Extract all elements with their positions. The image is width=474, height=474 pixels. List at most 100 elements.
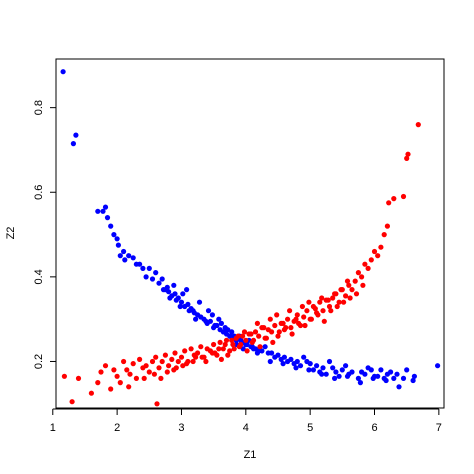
point-series-1	[121, 248, 127, 255]
point-series-1	[362, 371, 368, 377]
point-series-2	[220, 346, 226, 352]
point-series-2	[381, 232, 387, 238]
point-series-1	[301, 354, 307, 360]
point-series-2	[111, 367, 117, 373]
point-series-2	[346, 282, 352, 288]
point-series-1	[162, 287, 168, 293]
point-series-1	[114, 236, 120, 242]
point-series-2	[108, 386, 114, 392]
point-series-1	[95, 208, 101, 214]
point-series-1	[185, 301, 191, 307]
point-series-1	[171, 282, 177, 288]
point-series-2	[338, 287, 344, 293]
point-series-1	[60, 69, 66, 75]
point-series-1	[153, 270, 159, 276]
point-series-1	[159, 276, 165, 282]
point-series-1	[323, 371, 329, 377]
point-series-2	[304, 308, 310, 314]
point-series-1	[175, 295, 181, 301]
point-series-2	[153, 354, 159, 360]
point-series-2	[384, 223, 390, 229]
point-series-2	[154, 401, 160, 407]
point-series-2	[344, 278, 351, 284]
point-series-2	[347, 295, 353, 301]
y-tick-label: 0.8	[33, 100, 45, 115]
point-series-2	[256, 333, 262, 339]
point-series-2	[288, 325, 294, 331]
point-series-1	[310, 367, 316, 373]
point-series-2	[127, 371, 133, 377]
point-series-1	[209, 312, 215, 318]
point-series-2	[141, 375, 147, 381]
point-series-1	[100, 208, 106, 214]
point-series-2	[269, 329, 275, 335]
point-series-1	[140, 265, 146, 271]
point-series-1	[404, 367, 410, 373]
point-series-2	[308, 316, 314, 322]
point-series-1	[411, 373, 417, 379]
point-series-2	[240, 333, 246, 339]
y-tick-label: 0.4	[33, 269, 45, 284]
point-series-2	[184, 361, 190, 367]
x-tick-label: 1	[50, 422, 56, 434]
point-series-1	[111, 232, 117, 238]
point-series-1	[167, 295, 173, 301]
x-tick-label: 4	[243, 422, 249, 434]
point-series-2	[287, 308, 293, 314]
point-series-2	[217, 339, 223, 345]
point-series-1	[172, 291, 178, 297]
point-series-2	[378, 244, 384, 250]
point-series-1	[339, 367, 345, 373]
point-series-1	[203, 318, 209, 324]
point-series-1	[391, 375, 397, 381]
point-series-2	[293, 316, 299, 322]
point-series-2	[315, 312, 321, 318]
point-series-1	[280, 361, 286, 367]
point-series-2	[296, 320, 302, 326]
point-series-1	[343, 363, 349, 369]
point-series-2	[302, 322, 308, 329]
point-series-1	[180, 291, 186, 297]
point-series-2	[225, 352, 231, 358]
point-series-2	[404, 155, 410, 161]
point-series-1	[104, 215, 111, 221]
point-series-2	[188, 346, 194, 352]
point-series-1	[370, 375, 376, 381]
point-series-1	[291, 361, 297, 367]
point-series-1	[227, 333, 233, 339]
point-series-2	[143, 363, 149, 369]
point-series-1	[70, 141, 76, 147]
point-series-2	[95, 380, 101, 386]
point-series-2	[274, 312, 280, 318]
point-series-1	[375, 373, 381, 379]
point-series-2	[252, 329, 259, 335]
point-series-2	[336, 299, 342, 305]
point-series-2	[199, 354, 205, 360]
point-series-2	[319, 295, 325, 301]
point-series-2	[121, 358, 127, 365]
point-series-1	[73, 132, 79, 138]
point-series-2	[75, 375, 82, 381]
point-series-1	[320, 365, 326, 371]
y-tick-label: 0.6	[33, 185, 45, 200]
point-series-1	[435, 363, 441, 369]
point-series-1	[212, 322, 218, 329]
point-series-2	[325, 297, 331, 303]
point-series-2	[326, 303, 333, 310]
point-series-2	[178, 354, 185, 360]
point-series-2	[349, 287, 355, 293]
point-series-2	[317, 299, 323, 305]
point-series-1	[344, 373, 351, 379]
x-tick-label: 5	[307, 422, 313, 434]
point-series-2	[283, 325, 289, 331]
x-tick-label: 3	[178, 422, 184, 434]
point-series-2	[276, 329, 282, 335]
point-series-1	[137, 261, 143, 267]
point-series-1	[396, 384, 402, 390]
point-series-1	[207, 318, 213, 324]
point-series-2	[289, 331, 295, 337]
point-series-1	[238, 337, 244, 343]
point-series-2	[158, 375, 164, 381]
point-series-2	[164, 369, 170, 375]
point-series-2	[130, 361, 136, 367]
